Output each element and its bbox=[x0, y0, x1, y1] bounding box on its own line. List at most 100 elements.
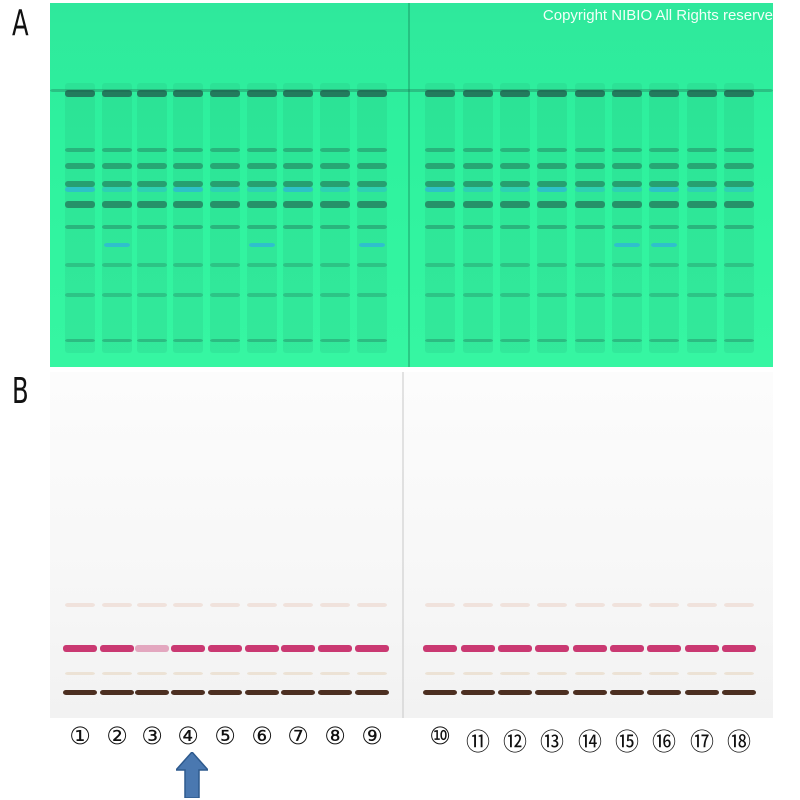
tlc-plate-stained bbox=[50, 372, 773, 718]
uv-band bbox=[283, 201, 313, 208]
stain-faint-band bbox=[537, 672, 567, 675]
uv-band bbox=[320, 263, 350, 267]
panel-b-label: B bbox=[12, 371, 29, 412]
uv-band bbox=[724, 339, 754, 342]
lane-smear bbox=[320, 83, 350, 353]
uv-blue-band bbox=[359, 243, 385, 247]
uv-band bbox=[320, 163, 350, 169]
uv-band bbox=[357, 225, 387, 229]
stain-magenta-band bbox=[498, 645, 532, 652]
uv-band bbox=[724, 225, 754, 229]
uv-band bbox=[102, 148, 132, 152]
uv-band bbox=[357, 148, 387, 152]
uv-band bbox=[247, 90, 277, 97]
uv-band bbox=[357, 263, 387, 267]
stain-origin-band bbox=[245, 690, 279, 695]
uv-blue-band bbox=[612, 187, 642, 192]
uv-band bbox=[357, 163, 387, 169]
stain-faint-band bbox=[65, 603, 95, 607]
stain-faint-band bbox=[173, 672, 203, 675]
uv-band bbox=[687, 148, 717, 152]
uv-band bbox=[283, 90, 313, 97]
uv-band bbox=[173, 90, 203, 97]
stain-magenta-band bbox=[281, 645, 315, 652]
uv-blue-band bbox=[500, 187, 530, 192]
uv-band bbox=[65, 225, 95, 229]
stain-origin-band bbox=[647, 690, 681, 695]
lane-label: ⑪ bbox=[466, 728, 490, 756]
lane-smear bbox=[500, 83, 530, 353]
stain-origin-band bbox=[685, 690, 719, 695]
stain-faint-band bbox=[425, 672, 455, 675]
uv-blue-band bbox=[425, 187, 455, 192]
uv-band bbox=[247, 163, 277, 169]
uv-band bbox=[537, 181, 567, 187]
stain-faint-band bbox=[320, 672, 350, 675]
uv-band bbox=[537, 225, 567, 229]
lane-label: ④ bbox=[177, 722, 199, 750]
plate-a-divider bbox=[408, 3, 410, 367]
stain-faint-band bbox=[357, 603, 387, 607]
uv-band bbox=[612, 263, 642, 267]
uv-band bbox=[320, 339, 350, 342]
lane-smear bbox=[210, 83, 240, 353]
lane-smear bbox=[102, 83, 132, 353]
uv-band bbox=[649, 339, 679, 342]
stain-faint-band bbox=[102, 603, 132, 607]
uv-band bbox=[649, 225, 679, 229]
uv-band bbox=[283, 263, 313, 267]
uv-band bbox=[173, 225, 203, 229]
stain-faint-band bbox=[649, 603, 679, 607]
uv-band bbox=[65, 339, 95, 342]
uv-band bbox=[247, 293, 277, 297]
lane-smear bbox=[283, 83, 313, 353]
stain-faint-band bbox=[247, 603, 277, 607]
uv-band bbox=[537, 293, 567, 297]
lane-label: ⑰ bbox=[690, 728, 714, 756]
uv-band bbox=[247, 181, 277, 187]
uv-band bbox=[649, 148, 679, 152]
uv-band bbox=[500, 263, 530, 267]
uv-blue-band bbox=[687, 187, 717, 192]
uv-band bbox=[210, 293, 240, 297]
uv-band bbox=[247, 225, 277, 229]
uv-band bbox=[320, 225, 350, 229]
uv-band bbox=[537, 163, 567, 169]
uv-band bbox=[463, 90, 493, 97]
uv-band bbox=[463, 148, 493, 152]
uv-band bbox=[65, 293, 95, 297]
solvent-front-line bbox=[50, 89, 773, 92]
lane-label: ⑨ bbox=[361, 722, 383, 750]
lane-smear bbox=[612, 83, 642, 353]
stain-magenta-band bbox=[245, 645, 279, 652]
stain-faint-band bbox=[687, 603, 717, 607]
uv-band bbox=[425, 181, 455, 187]
uv-band bbox=[687, 339, 717, 342]
uv-blue-band bbox=[463, 187, 493, 192]
stain-magenta-band bbox=[135, 645, 169, 652]
uv-band bbox=[537, 90, 567, 97]
uv-blue-band bbox=[247, 187, 277, 192]
stain-magenta-band bbox=[685, 645, 719, 652]
uv-band bbox=[500, 90, 530, 97]
stain-origin-band bbox=[318, 690, 352, 695]
uv-band bbox=[283, 339, 313, 342]
stain-faint-band bbox=[173, 603, 203, 607]
uv-band bbox=[210, 148, 240, 152]
uv-band bbox=[724, 181, 754, 187]
uv-band bbox=[173, 163, 203, 169]
stain-origin-band bbox=[63, 690, 97, 695]
uv-blue-band bbox=[649, 187, 679, 192]
uv-band bbox=[137, 181, 167, 187]
uv-band bbox=[425, 263, 455, 267]
uv-band bbox=[612, 181, 642, 187]
lane-label: ② bbox=[106, 722, 128, 750]
stain-faint-band bbox=[320, 603, 350, 607]
stain-origin-band bbox=[281, 690, 315, 695]
uv-band bbox=[575, 201, 605, 208]
uv-band bbox=[247, 263, 277, 267]
uv-band bbox=[575, 181, 605, 187]
lane-label: ⑥ bbox=[251, 722, 273, 750]
uv-blue-band bbox=[173, 187, 203, 192]
